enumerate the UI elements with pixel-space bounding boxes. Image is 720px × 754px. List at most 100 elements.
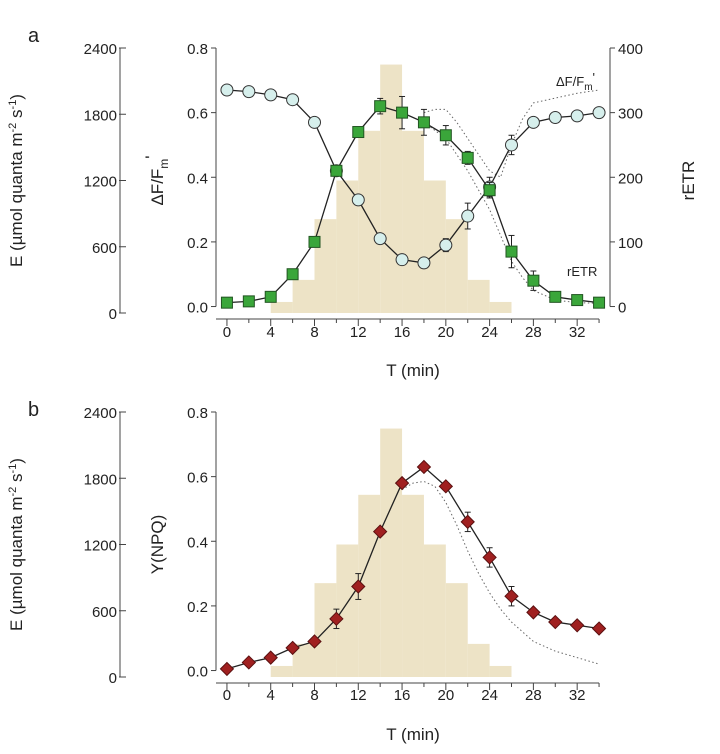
light-axis-label-exp: -1 xyxy=(7,100,19,110)
left-axis-tick-label: 0.4 xyxy=(187,534,208,551)
x-axis-tick-label: 20 xyxy=(437,324,454,341)
data-point xyxy=(352,126,365,139)
data-point xyxy=(548,614,563,630)
data-point xyxy=(505,245,518,258)
data-point xyxy=(242,295,255,308)
x-axis-tick-label: 16 xyxy=(394,324,411,341)
irradiance-bar xyxy=(358,494,381,677)
x-axis-title: T (min) xyxy=(386,725,440,744)
irradiance-bar xyxy=(467,279,490,313)
data-point xyxy=(571,294,584,307)
light-axis-tick-label: 600 xyxy=(92,604,117,621)
irradiance-bar xyxy=(292,279,315,313)
light-axis-tick-label: 600 xyxy=(92,240,117,257)
light-axis-label-text: E (µmol quanta m xyxy=(7,496,26,631)
left-axis-tick-label: 0.8 xyxy=(187,405,208,422)
data-point xyxy=(264,290,277,303)
right-axis-tick-label: 0 xyxy=(618,300,626,317)
annotation-dff-prime: ' xyxy=(593,70,595,85)
left-axis-tick-label: 0.2 xyxy=(187,235,208,252)
left-axis-label: ΔF/Fm' xyxy=(142,155,171,205)
left-axis-label-prime: ' xyxy=(142,155,161,158)
data-point xyxy=(482,550,497,565)
data-point xyxy=(308,235,321,248)
panel-b: b 0 600 1200 1800 2400 E (µmol quanta m-2 s-1)… xyxy=(7,399,607,744)
left-axis-tick-label: 0.4 xyxy=(187,170,208,187)
irradiance-bar xyxy=(380,428,403,677)
left-axis-tick-label: 0.2 xyxy=(187,599,208,616)
reference-curve xyxy=(423,89,600,179)
panel-label: a xyxy=(28,25,40,47)
light-axis-tick-label: 1800 xyxy=(84,471,117,488)
data-point xyxy=(416,459,432,475)
data-point xyxy=(394,475,410,491)
data-point xyxy=(220,296,233,309)
left-axis-tick-label: 0.6 xyxy=(187,470,208,487)
data-point xyxy=(330,164,343,177)
irradiance-bar xyxy=(336,180,359,313)
irradiance-bar xyxy=(402,494,424,677)
light-axis-label: E (µmol quanta m-2 s-1) xyxy=(7,458,26,631)
data-point xyxy=(592,106,606,120)
left-axis-tick-label: 0.8 xyxy=(187,41,208,58)
x-axis-tick-label: 20 xyxy=(437,687,454,704)
light-axis-tick-label: 0 xyxy=(109,306,117,323)
data-point xyxy=(439,238,453,252)
x-axis-tick-label: 4 xyxy=(267,324,275,341)
irradiance-bar xyxy=(489,665,512,677)
data-point xyxy=(263,650,278,665)
irradiance-bar xyxy=(445,583,468,677)
left-axis-tick-label: 0.0 xyxy=(187,664,208,681)
x-axis-tick-label: 0 xyxy=(223,324,231,341)
light-axis-label-exp: -2 xyxy=(7,487,19,497)
reference-curve xyxy=(401,480,600,665)
left-axis-tick-label: 0.6 xyxy=(187,106,208,123)
light-axis-label: E (µmol quanta m-2 s-1) xyxy=(7,94,26,267)
data-point xyxy=(438,479,454,494)
data-point xyxy=(461,209,475,223)
data-point xyxy=(307,634,322,649)
x-axis-tick-label: 8 xyxy=(310,324,318,341)
data-point xyxy=(526,115,540,129)
data-point xyxy=(593,296,606,309)
x-axis-tick-label: 28 xyxy=(525,687,542,704)
light-axis-label-text: s xyxy=(7,109,26,122)
data-point xyxy=(395,253,409,267)
x-axis-tick-label: 28 xyxy=(525,324,542,341)
data-point xyxy=(308,115,321,129)
right-axis-tick-label: 400 xyxy=(618,41,643,58)
right-axis-tick-label: 300 xyxy=(618,106,643,123)
light-axis-label-text: E (µmol quanta m xyxy=(7,132,26,267)
x-axis-title: T (min) xyxy=(386,361,440,380)
irradiance-bar xyxy=(402,130,424,313)
irradiance-bar xyxy=(489,301,512,313)
annotation-dff-sub: m xyxy=(584,82,592,93)
light-axis-tick-label: 1200 xyxy=(84,538,117,555)
right-axis-tick-label: 100 xyxy=(618,235,643,252)
irradiance-bar xyxy=(467,643,490,677)
light-axis-tick-label: 2400 xyxy=(84,405,117,422)
data-point xyxy=(505,138,518,152)
data-point xyxy=(548,110,562,124)
data-point xyxy=(220,83,234,97)
left-axis-label: Y(NPQ) xyxy=(148,515,167,575)
data-point xyxy=(374,100,387,113)
x-axis-tick-label: 32 xyxy=(569,687,586,704)
irradiance-bar xyxy=(358,130,381,313)
x-axis-tick-label: 0 xyxy=(223,687,231,704)
annotation-dff-text: ΔF/F xyxy=(556,74,584,89)
irradiance-bar xyxy=(336,544,359,677)
data-point xyxy=(396,106,409,119)
data-point xyxy=(286,268,299,281)
right-axis-label: rETR xyxy=(679,161,698,201)
annotation-dff: ΔF/Fm' xyxy=(556,70,595,93)
irradiance-bar xyxy=(423,180,446,313)
data-point xyxy=(329,611,344,627)
data-point xyxy=(527,274,540,287)
irradiance-bar xyxy=(270,301,293,313)
light-axis-label-text: s xyxy=(7,473,26,486)
x-axis-tick-label: 16 xyxy=(394,687,411,704)
x-axis-tick-label: 8 xyxy=(310,687,318,704)
